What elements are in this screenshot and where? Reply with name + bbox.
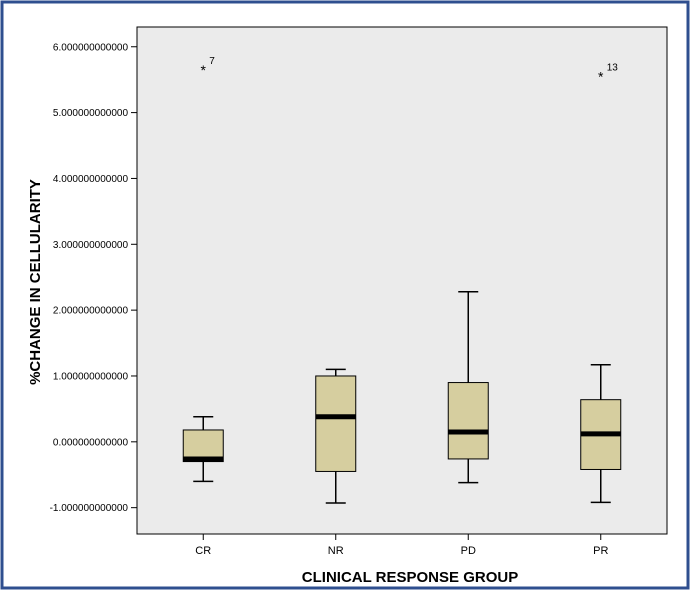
y-axis: 6.000000000000 5.000000000000 4.0000000000… <box>50 42 137 514</box>
y-tick-label: 4.000000000000 <box>53 174 129 185</box>
boxes: *7*13 <box>182 56 622 504</box>
x-tick-label: CR <box>195 545 211 557</box>
iqr-box <box>182 429 224 463</box>
outlier-label: 13 <box>607 62 619 73</box>
outlier-label: 7 <box>209 56 215 67</box>
x-tick-label: PD <box>461 545 476 557</box>
x-tick-label: PR <box>593 545 608 557</box>
plot-area <box>136 26 668 535</box>
iqr-box <box>447 382 489 460</box>
outlier-marker: * <box>201 62 207 78</box>
iqr-box <box>315 375 357 472</box>
y-tick-label: 3.000000000000 <box>53 240 129 251</box>
box-group-cr <box>182 416 224 483</box>
y-tick-label: 5.000000000000 <box>53 108 129 119</box>
y-axis-label: %CHANGE IN CELLULARITY <box>27 179 44 385</box>
x-axis: CR NR PD PR <box>195 534 608 557</box>
x-axis-label: CLINICAL RESPONSE GROUP <box>302 569 518 586</box>
y-tick-label: 6.000000000000 <box>53 42 129 53</box>
y-tick-label: 1.000000000000 <box>53 371 129 382</box>
x-tick-label: NR <box>328 545 344 557</box>
box-group-pr <box>580 364 622 504</box>
outlier-marker: * <box>598 68 604 84</box>
box-group-nr <box>315 368 357 504</box>
y-tick-label: -1.000000000000 <box>50 503 129 514</box>
box-group-pd <box>447 290 489 484</box>
y-tick-label: 0.000000000000 <box>53 437 129 448</box>
y-tick-label: 2.000000000000 <box>53 306 129 317</box>
